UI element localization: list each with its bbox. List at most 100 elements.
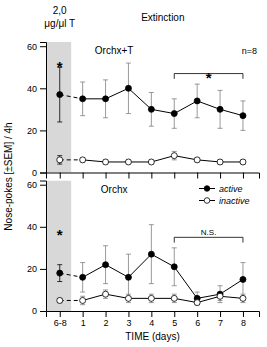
tick-mark (83, 173, 84, 179)
marker (125, 295, 131, 301)
marker (80, 157, 86, 163)
error-bar (240, 101, 245, 130)
marker (148, 251, 154, 257)
error-bar (126, 160, 131, 164)
error-bar (103, 80, 108, 118)
marker (171, 295, 177, 301)
tick: 2 (104, 311, 109, 328)
error-bar-cap (103, 245, 108, 246)
legend-label: active (219, 184, 243, 194)
tick (83, 173, 84, 179)
error-bar (195, 158, 200, 162)
tick-label: 8 (241, 318, 246, 328)
error-bar-cap (195, 117, 200, 118)
marker (217, 159, 223, 165)
error-bar-cap (195, 292, 200, 293)
error-bar (172, 248, 177, 286)
error-bar-cap (57, 264, 62, 265)
error-bar-cap (218, 285, 223, 286)
error-bar-cap (172, 159, 177, 160)
error-bar-cap (80, 304, 85, 305)
marker (148, 295, 154, 301)
tick-mark (40, 269, 46, 270)
error-bar (218, 90, 223, 128)
error-bar (57, 156, 62, 164)
error-bar (149, 93, 154, 127)
tick-mark (106, 311, 107, 317)
tick-mark (220, 311, 221, 317)
axis-line (47, 312, 260, 318)
tick-label: 0 (32, 306, 37, 316)
error-bar (80, 82, 85, 116)
tick-label: 3 (126, 318, 131, 328)
error-bar-cap (172, 128, 177, 129)
shaded-span (47, 181, 71, 312)
series-line (83, 88, 243, 115)
tick-label: 20 (27, 264, 37, 274)
marker (171, 264, 177, 270)
error-bar (240, 160, 245, 164)
tick-mark (40, 173, 46, 174)
tick-mark (40, 130, 46, 131)
error-bar (103, 290, 108, 298)
annotation: * (57, 226, 63, 243)
error-bar (172, 294, 177, 302)
error-bar-cap (126, 294, 131, 295)
marker (148, 106, 154, 112)
header-label: Extinction (141, 12, 184, 23)
marker (194, 157, 200, 163)
marker (57, 297, 63, 303)
error-bar (80, 158, 85, 162)
error-bar-cap (103, 289, 108, 290)
error-bar-cap (149, 224, 154, 225)
error-bar-cap (218, 128, 223, 129)
error-bar-cap (172, 98, 177, 99)
tick-mark (83, 311, 84, 317)
tick-label: 40 (27, 84, 37, 94)
error-bar-cap (80, 296, 85, 297)
marker (240, 295, 246, 301)
legend-item: active (199, 184, 243, 194)
error-bar (172, 151, 177, 159)
error-bar (57, 67, 62, 122)
error-bar-cap (80, 262, 85, 263)
tick: 8 (241, 311, 246, 328)
marker (240, 113, 246, 119)
error-bar (80, 263, 85, 292)
series-line (60, 300, 83, 301)
shaded-span (47, 42, 71, 173)
error-bar-cap (103, 283, 108, 284)
tick: 40 (27, 222, 46, 232)
error-bar (195, 84, 200, 118)
tick (197, 173, 198, 179)
error-bar (195, 292, 200, 305)
axis-line (47, 173, 260, 179)
error-bar-cap (240, 100, 245, 101)
marker (103, 96, 109, 102)
tick-mark (197, 173, 198, 179)
chart: 0204060**Orchx+Tn=82,0μg/μl TExtinctionN… (0, 0, 267, 347)
error-bar-cap (57, 155, 62, 156)
error-bar (240, 263, 245, 297)
error-bar-cap (126, 302, 131, 303)
marker (80, 297, 86, 303)
tick-mark (174, 173, 175, 179)
marker (194, 98, 200, 104)
tick (151, 173, 152, 179)
axis-line (40, 181, 47, 312)
error-bar (149, 225, 154, 284)
error-bar (57, 265, 62, 282)
axis-line (40, 43, 47, 174)
tick (128, 173, 129, 179)
tick-mark (243, 173, 244, 179)
series-line (60, 159, 83, 160)
legend-item: inactive (199, 196, 250, 206)
error-bar-cap (172, 294, 177, 295)
marker (171, 111, 177, 117)
error-bar-cap (172, 151, 177, 152)
tick (174, 173, 175, 179)
legend: active inactive (199, 184, 250, 206)
tick-label: 0 (32, 168, 37, 178)
panel: 6-8123456780204060N.S.*OrchxTIME (days)a… (27, 180, 260, 342)
error-bar (149, 294, 154, 302)
